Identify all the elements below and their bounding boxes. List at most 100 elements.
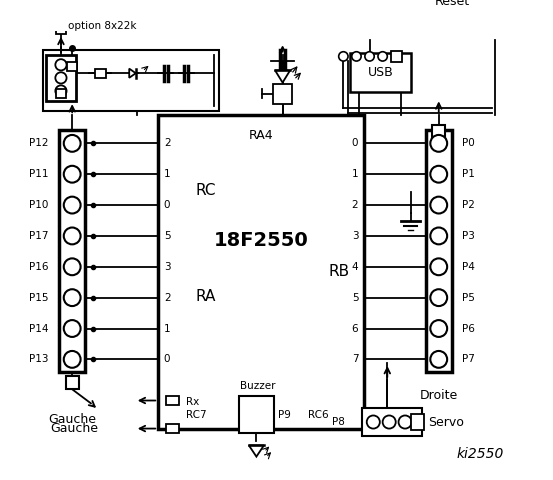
Text: RB: RB bbox=[328, 264, 349, 279]
Text: P14: P14 bbox=[29, 324, 49, 334]
Text: RA4: RA4 bbox=[249, 130, 273, 143]
Bar bbox=[95, 69, 106, 78]
Text: P16: P16 bbox=[29, 262, 49, 272]
Bar bbox=[362, 408, 422, 436]
Text: P8: P8 bbox=[332, 417, 345, 427]
Text: Gauche: Gauche bbox=[50, 422, 98, 435]
Text: 0: 0 bbox=[164, 354, 170, 364]
Text: Droite: Droite bbox=[420, 389, 458, 402]
Text: 4: 4 bbox=[352, 262, 358, 272]
Text: P17: P17 bbox=[29, 231, 49, 241]
Text: P9: P9 bbox=[278, 409, 291, 420]
Circle shape bbox=[430, 228, 447, 244]
Text: Gauche: Gauche bbox=[48, 413, 96, 426]
Bar bbox=[43, 50, 219, 110]
Circle shape bbox=[430, 197, 447, 214]
Bar bbox=[489, 0, 500, 11]
Polygon shape bbox=[129, 69, 136, 78]
Text: 0: 0 bbox=[352, 138, 358, 148]
Circle shape bbox=[55, 85, 66, 96]
Circle shape bbox=[64, 320, 81, 337]
Text: Reset: Reset bbox=[435, 0, 471, 8]
Bar bbox=[273, 84, 292, 104]
Text: P12: P12 bbox=[29, 138, 49, 148]
Text: 3: 3 bbox=[352, 231, 358, 241]
Text: P4: P4 bbox=[462, 262, 475, 272]
Text: P7: P7 bbox=[462, 354, 475, 364]
Bar bbox=[158, 115, 364, 429]
Text: Rx: Rx bbox=[186, 397, 200, 408]
Polygon shape bbox=[249, 445, 264, 456]
Text: ki2550: ki2550 bbox=[457, 447, 504, 461]
Text: P6: P6 bbox=[462, 324, 475, 334]
Text: USB: USB bbox=[367, 66, 393, 79]
Bar bbox=[56, 89, 66, 98]
Text: 1: 1 bbox=[352, 169, 358, 179]
Text: P3: P3 bbox=[462, 231, 475, 241]
Circle shape bbox=[367, 416, 380, 429]
Circle shape bbox=[430, 166, 447, 182]
Circle shape bbox=[378, 52, 387, 61]
Text: Servo: Servo bbox=[428, 416, 464, 429]
Circle shape bbox=[383, 416, 396, 429]
Circle shape bbox=[430, 320, 447, 337]
Circle shape bbox=[64, 351, 81, 368]
Circle shape bbox=[430, 258, 447, 275]
Text: RC: RC bbox=[196, 183, 216, 198]
Text: RC6: RC6 bbox=[308, 410, 328, 420]
Text: 1: 1 bbox=[164, 324, 170, 334]
Text: 18F2550: 18F2550 bbox=[213, 231, 309, 250]
Text: P2: P2 bbox=[462, 200, 475, 210]
Bar bbox=[66, 376, 79, 389]
Polygon shape bbox=[275, 71, 290, 83]
Bar bbox=[350, 53, 411, 92]
Text: P1: P1 bbox=[462, 169, 475, 179]
Circle shape bbox=[399, 416, 411, 429]
Text: P10: P10 bbox=[29, 200, 49, 210]
Text: P0: P0 bbox=[462, 138, 475, 148]
Bar bbox=[426, 130, 452, 372]
Text: RC7: RC7 bbox=[186, 410, 207, 420]
Text: 2: 2 bbox=[352, 200, 358, 210]
Text: P5: P5 bbox=[462, 293, 475, 303]
Text: RA: RA bbox=[196, 289, 216, 304]
Bar bbox=[59, 130, 85, 372]
Circle shape bbox=[430, 289, 447, 306]
Circle shape bbox=[430, 135, 447, 152]
Circle shape bbox=[64, 135, 81, 152]
Circle shape bbox=[338, 52, 348, 61]
Text: 5: 5 bbox=[352, 293, 358, 303]
Text: 0: 0 bbox=[164, 200, 170, 210]
Circle shape bbox=[64, 258, 81, 275]
Circle shape bbox=[55, 72, 66, 84]
Circle shape bbox=[64, 197, 81, 214]
Text: 1: 1 bbox=[164, 169, 170, 179]
Text: 2: 2 bbox=[164, 138, 170, 148]
Text: option 8x22k: option 8x22k bbox=[69, 22, 137, 32]
Circle shape bbox=[352, 52, 361, 61]
Bar bbox=[166, 424, 179, 433]
Bar bbox=[46, 55, 76, 101]
Text: 6: 6 bbox=[352, 324, 358, 334]
Bar bbox=[67, 62, 77, 72]
Circle shape bbox=[64, 166, 81, 182]
Text: P13: P13 bbox=[29, 354, 49, 364]
Circle shape bbox=[365, 52, 374, 61]
Bar bbox=[391, 51, 402, 62]
Text: 7: 7 bbox=[352, 354, 358, 364]
Circle shape bbox=[430, 351, 447, 368]
Text: Buzzer: Buzzer bbox=[241, 381, 276, 391]
Bar bbox=[239, 396, 274, 433]
Text: 2: 2 bbox=[164, 293, 170, 303]
Text: P11: P11 bbox=[29, 169, 49, 179]
Bar bbox=[432, 125, 445, 138]
Circle shape bbox=[55, 59, 66, 71]
Bar bbox=[411, 414, 424, 431]
Circle shape bbox=[64, 228, 81, 244]
Text: 3: 3 bbox=[164, 262, 170, 272]
Bar bbox=[166, 396, 179, 405]
Text: P15: P15 bbox=[29, 293, 49, 303]
Text: 5: 5 bbox=[164, 231, 170, 241]
Bar bbox=[56, 24, 66, 34]
Circle shape bbox=[64, 289, 81, 306]
